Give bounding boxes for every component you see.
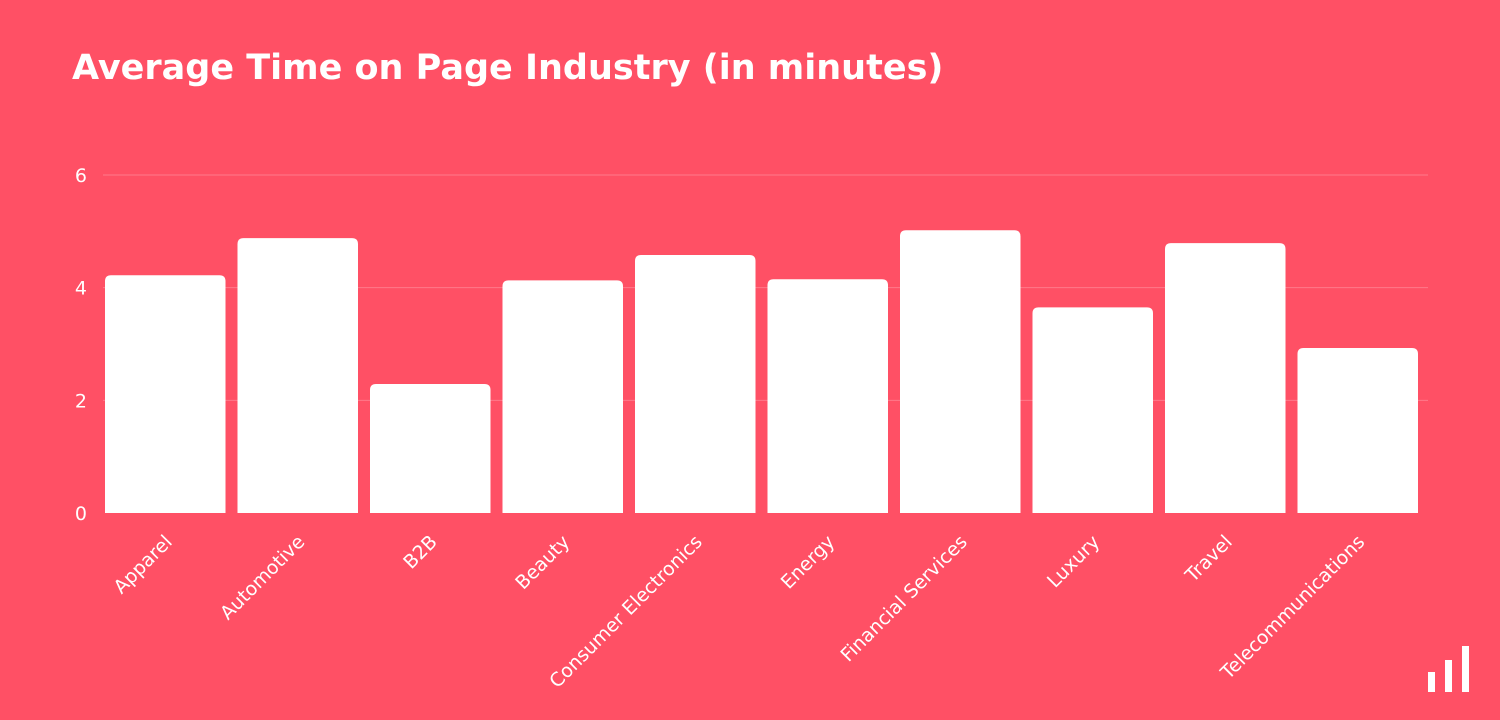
y-axis-ticks: 0 2 4 6 xyxy=(75,165,87,525)
x-tick-label: Beauty xyxy=(511,531,574,594)
y-tick-label: 0 xyxy=(75,503,87,525)
x-tick-label: B2B xyxy=(399,531,442,574)
x-tick-label: Energy xyxy=(777,531,840,594)
bar-consumer-electronics xyxy=(635,254,756,513)
bar-automotive xyxy=(237,238,358,514)
x-tick-label: Telecommunications xyxy=(1216,531,1369,684)
x-tick-label: Travel xyxy=(1181,531,1237,587)
bar-chart-logo-icon xyxy=(1428,646,1469,692)
y-tick-label: 4 xyxy=(75,278,87,300)
y-tick-label: 2 xyxy=(75,390,87,412)
bar-telecommunications xyxy=(1297,347,1418,513)
bar-apparel xyxy=(105,275,226,513)
y-tick-label: 6 xyxy=(75,165,87,187)
bars xyxy=(105,230,1418,514)
x-tick-label: Financial Services xyxy=(836,531,971,666)
bar-b2b xyxy=(370,383,491,513)
bar-beauty xyxy=(502,280,623,513)
bar-luxury xyxy=(1032,307,1153,513)
bar-energy xyxy=(767,279,888,513)
x-tick-label: Luxury xyxy=(1043,531,1104,592)
x-tick-label: Consumer Electronics xyxy=(545,531,707,693)
bar-financial-services xyxy=(900,230,1021,513)
bar-travel xyxy=(1165,243,1286,513)
chart-title: Average Time on Page Industry (in minute… xyxy=(72,48,944,88)
x-tick-label: Automotive xyxy=(216,531,309,624)
x-tick-label: Apparel xyxy=(110,531,177,598)
